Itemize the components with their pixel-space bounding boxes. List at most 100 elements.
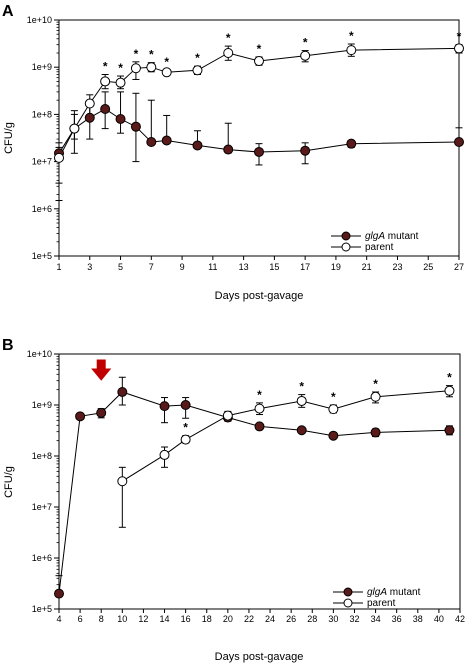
panel-a-series-mutant-point <box>146 137 157 148</box>
panel-a-series-mutant-point <box>84 112 95 123</box>
panel-b-significance-star: * <box>331 390 336 404</box>
panel-b-legend-mutant-label: glgA mutant <box>367 587 421 598</box>
panel-b-series-parent-point <box>328 404 339 415</box>
panel-b-series-mutant-point <box>75 411 86 422</box>
panel-a-series-parent-point <box>454 43 464 54</box>
panel-a-x-tick-label: 9 <box>180 262 185 272</box>
panel-b-series-mutant-point <box>370 427 381 438</box>
panel-a-y-tick-label: 1e+7 <box>32 157 52 167</box>
panel-b-series-parent-point <box>180 434 191 445</box>
panel-b-legend: glgA mutant parent <box>325 585 455 609</box>
panel-b-plot-frame <box>58 353 461 610</box>
panel-a-x-tick-label: 25 <box>423 262 433 272</box>
panel-a-x-tick-label: 11 <box>208 262 217 272</box>
panel-b-significance-star: * <box>299 380 304 394</box>
panel-a-legend-parent-label: parent <box>365 242 394 253</box>
panel-b-y-tick-label: 1e+9 <box>32 400 52 410</box>
panel-a-series-mutant-point <box>100 104 111 115</box>
panel-b-series-parent-point <box>370 391 381 402</box>
panel-b-series-mutant-point <box>117 386 128 397</box>
panel-a-series-mutant-point <box>300 145 311 156</box>
panel-a-significance-star: * <box>118 61 123 75</box>
panel-a-series-parent-point <box>115 77 126 88</box>
panel-b-x-tick-label: 10 <box>117 614 127 624</box>
panel-a-series-parent-point <box>300 50 311 61</box>
panel-b-series-parent-point <box>254 403 265 414</box>
panel-a-series-parent-point <box>100 76 111 87</box>
panel-a-x-tick-label: 23 <box>392 262 402 272</box>
panel-b-x-tick-label: 22 <box>244 614 254 624</box>
panel-b-series-parent-point <box>444 385 455 396</box>
panel-b-x-tick-label: 26 <box>286 614 296 624</box>
panel-b-marks: * * * * * * <box>54 359 455 599</box>
panel-a-series-parent-point <box>69 123 80 134</box>
panel-a-legend-mutant-suffix: mutant <box>385 231 419 242</box>
panel-b-y-tick-label: 1e+7 <box>32 502 52 512</box>
panel-b-legend-mutant-suffix: mutant <box>387 587 421 598</box>
panel-b-series-mutant-point <box>96 407 107 418</box>
panel-b-significance-star: * <box>257 388 262 402</box>
panel-a-legend-mutant-gene: glgA <box>365 231 385 242</box>
panel-b-legend-parent-label: parent <box>367 598 396 609</box>
panel-a: A 1 3 5 7 9 11 13 15 17 19 21 23 25 27 1e+51e+61e+71e… <box>2 3 464 302</box>
panel-a-series-parent-point <box>192 65 203 76</box>
panel-a-series-parent-point <box>254 56 264 67</box>
panel-a-y-tick-label: 1e+8 <box>32 109 52 119</box>
panel-a-series-mutant-point <box>346 138 357 149</box>
panel-a-x-axis-title: Days post-gavage <box>215 290 304 302</box>
panel-b-x-axis: 4 6 8 10 12 14 16 18 20 22 24 26 28 30 32 34 36 38 40 42 <box>56 609 465 624</box>
panel-a-legend: glgA mutant parent <box>325 230 453 253</box>
panel-a-series-parent-point <box>84 98 95 109</box>
panel-a-x-tick-label: 17 <box>300 262 310 272</box>
panel-b-x-axis-title: Days post-gavage <box>215 651 304 663</box>
panel-a-series-parent-point <box>146 62 157 73</box>
panel-b-treatment-arrow <box>91 359 112 381</box>
panel-b-legend-parent-marker <box>343 598 353 608</box>
panel-a-significance-star: * <box>349 29 354 43</box>
panel-b-series-mutant-point <box>180 400 191 410</box>
panel-b-x-tick-label: 12 <box>138 614 148 624</box>
panel-b-x-tick-label: 18 <box>202 614 212 624</box>
panel-b-legend-mutant-marker <box>343 587 353 597</box>
panel-b-significance-star: * <box>373 377 378 391</box>
panel-b-x-tick-label: 14 <box>160 614 170 624</box>
panel-a-y-tick-label: 1e+9 <box>32 62 52 72</box>
panel-b-x-tick-label: 32 <box>349 614 359 624</box>
panel-a-significance-star: * <box>164 55 169 69</box>
panel-a-series-mutant-point <box>115 113 126 124</box>
panel-a-series-mutant-point <box>161 135 172 146</box>
panel-a-x-tick-label: 5 <box>118 262 123 272</box>
panel-b-series-parent-point <box>296 395 307 406</box>
panel-a-significance-star: * <box>134 47 139 61</box>
panel-b-x-tick-label: 8 <box>99 614 104 624</box>
panel-b-y-axis: 1e+5 1e+6 1e+7 1e+8 1e+9 1e+10 <box>27 349 59 614</box>
panel-b-significance-star: * <box>183 421 188 435</box>
panel-b-x-tick-label: 40 <box>434 614 444 624</box>
panel-a-significance-star: * <box>149 48 154 62</box>
panel-b-series-parent-point <box>159 449 170 460</box>
panel-b-legend-box <box>325 585 455 607</box>
panel-a-legend-mutant-marker <box>341 231 351 241</box>
panel-b-x-tick-label: 42 <box>455 614 465 624</box>
panel-a-series-mutant-point <box>192 140 203 151</box>
panel-b-x-tick-label: 36 <box>392 614 402 624</box>
panel-a-series-mutant-point <box>454 137 464 148</box>
panel-a-significance-star: * <box>257 42 262 56</box>
panel-b-x-tick-label: 4 <box>56 614 61 624</box>
panel-a-marks: * * * * * * * * * * * <box>54 29 464 201</box>
panel-a-series-mutant-point <box>254 146 264 157</box>
panel-b: B 4 6 8 10 12 14 16 18 20 22 24 26 28 30 32 34 36 38 40 42 … <box>2 337 465 663</box>
panel-a-series-parent-point <box>54 152 64 163</box>
panel-a-y-tick-label: 1e+6 <box>32 204 52 214</box>
panel-a-y-axis: 1e+5 1e+6 1e+7 1e+8 1e+9 1e+10 <box>27 15 59 261</box>
panel-a-y-tick-label: 1e+10 <box>27 15 52 25</box>
panel-b-series-mutant-point <box>254 421 265 432</box>
panel-a-letter: A <box>2 3 14 20</box>
panel-b-x-tick-label: 34 <box>371 614 381 624</box>
panel-b-series-parent-line <box>122 390 450 482</box>
panel-a-legend-mutant-label: glgA mutant <box>365 231 419 242</box>
panel-b-y-tick-label: 1e+6 <box>32 553 52 563</box>
panel-a-x-tick-label: 15 <box>269 262 279 272</box>
panel-a-legend-parent-marker <box>341 242 351 252</box>
